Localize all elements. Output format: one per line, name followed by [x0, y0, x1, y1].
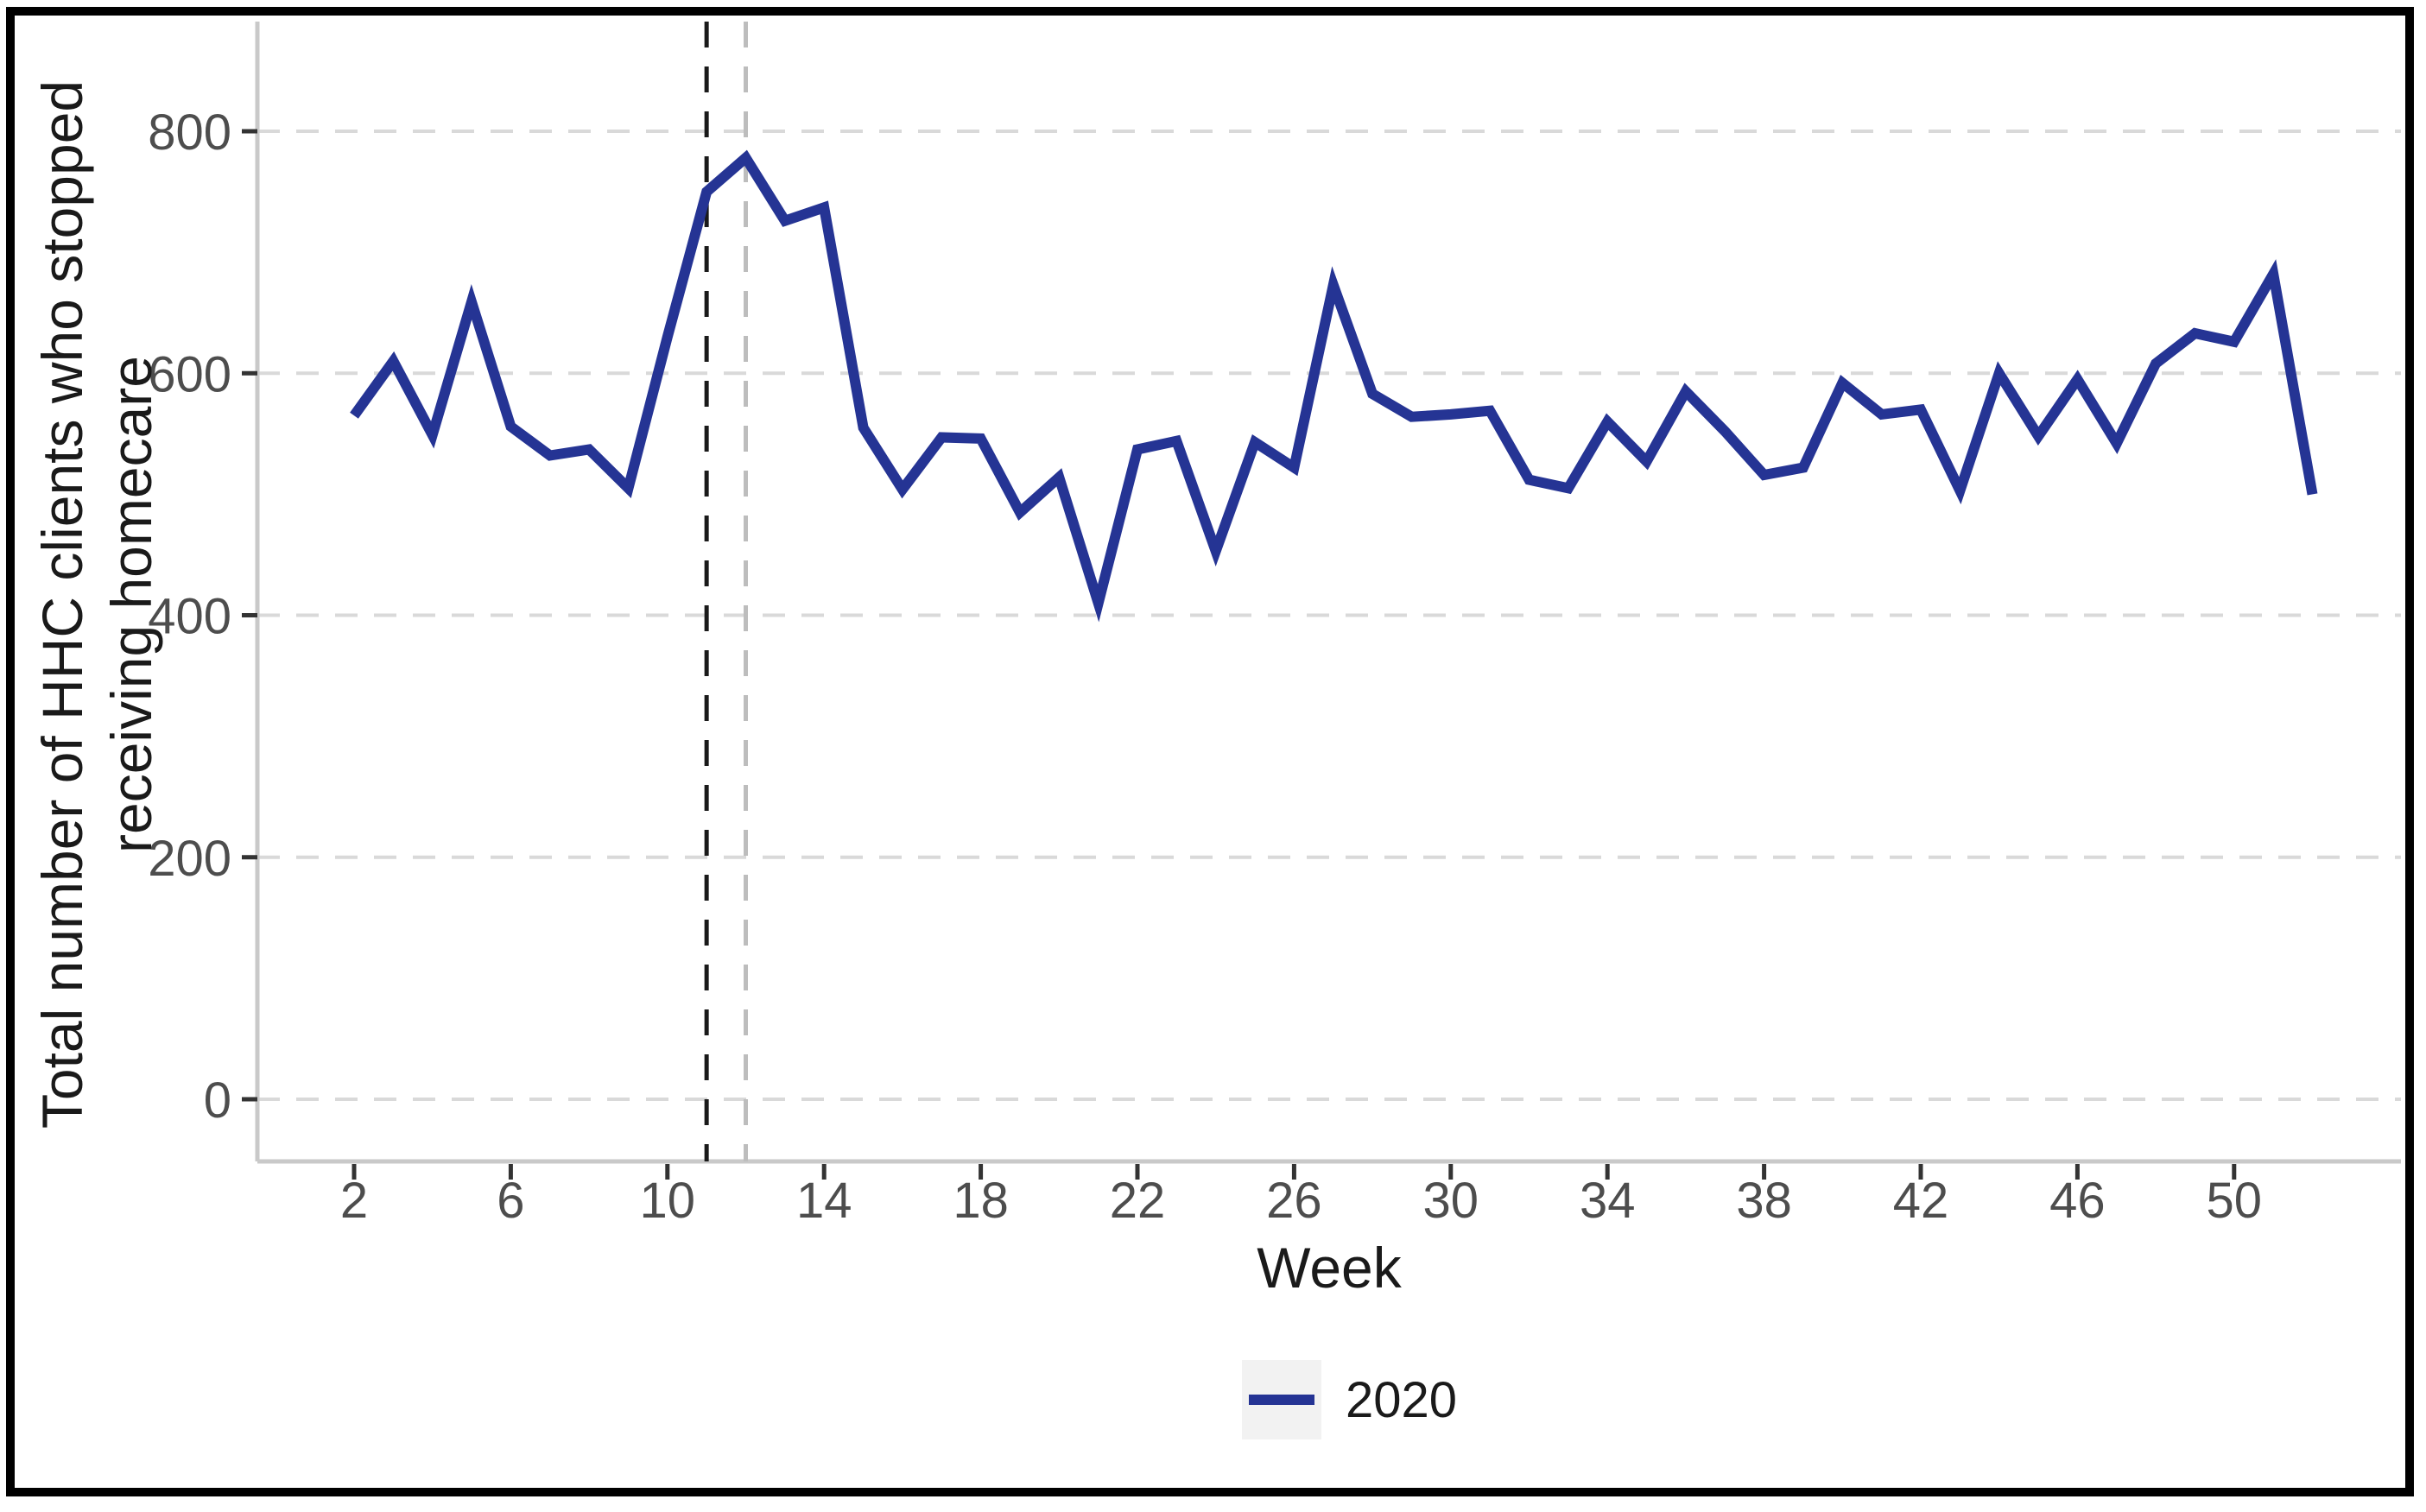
- y-tick-label-600: 600: [148, 346, 231, 402]
- y-tick-label-200: 200: [148, 831, 231, 887]
- x-axis-title: Week: [1257, 1236, 1402, 1300]
- legend-line-sample: [1249, 1395, 1314, 1405]
- legend: 2020: [1242, 1360, 1457, 1439]
- x-tick-label-30: 30: [1423, 1173, 1479, 1229]
- x-tick-label-18: 18: [953, 1173, 1009, 1229]
- x-tick-label-46: 46: [2049, 1173, 2106, 1229]
- x-tick-labels: 2 6 10 14 18 22 26 30 34 38 42 46 50: [340, 1173, 2262, 1229]
- x-tick-label-38: 38: [1736, 1173, 1792, 1229]
- x-tick-label-6: 6: [497, 1173, 524, 1229]
- x-tick-label-22: 22: [1110, 1173, 1166, 1229]
- gridlines: [257, 130, 2401, 1101]
- y-axis-title: Total number of HHC clients who stopped …: [28, 0, 166, 1252]
- legend-key: [1242, 1360, 1321, 1439]
- y-axis-title-line2: receiving homecare: [99, 356, 163, 853]
- x-tick-label-34: 34: [1580, 1173, 1636, 1229]
- x-tick-label-42: 42: [1893, 1173, 1949, 1229]
- y-tick-label-0: 0: [204, 1072, 231, 1129]
- axis-lines: [255, 22, 2401, 1164]
- x-tick-label-2: 2: [340, 1173, 368, 1229]
- y-tick-label-800: 800: [148, 104, 231, 161]
- y-axis-title-line1: Total number of HHC clients who stopped: [30, 79, 94, 1129]
- x-tick-label-10: 10: [640, 1173, 696, 1229]
- x-tick-label-26: 26: [1266, 1173, 1322, 1229]
- x-tick-label-50: 50: [2207, 1173, 2263, 1229]
- data-series: [350, 149, 2318, 623]
- tick-marks: [242, 129, 2237, 1180]
- y-tick-labels: 0 200 400 600 800: [148, 104, 231, 1129]
- series-line-2020: [350, 149, 2318, 623]
- x-tick-label-14: 14: [796, 1173, 852, 1229]
- legend-label-2020: 2020: [1346, 1371, 1458, 1428]
- y-tick-label-400: 400: [148, 589, 231, 645]
